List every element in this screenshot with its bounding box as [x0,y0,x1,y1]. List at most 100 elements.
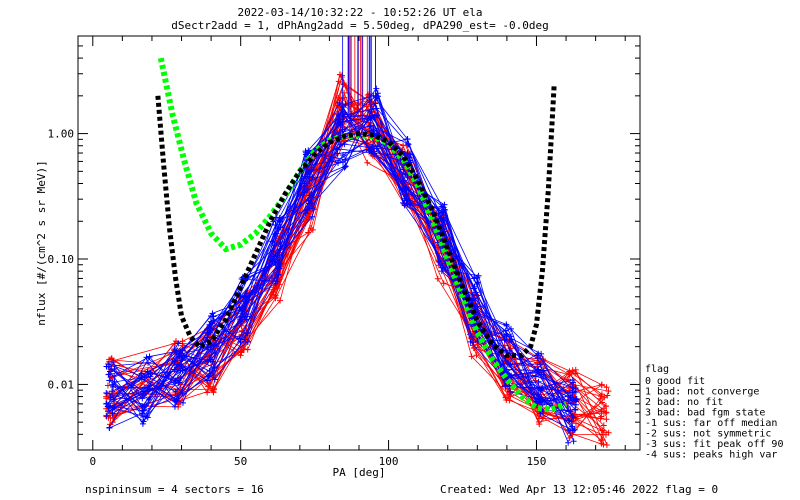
trace-marker [537,399,544,406]
trace-marker [171,403,178,410]
trace-marker [599,436,606,443]
chart-title: 2022-03-14/10:32:22 - 10:52:26 UT ela [237,6,482,19]
trace-marker [305,214,312,221]
trace-marker [175,340,182,347]
trace-marker [105,360,112,367]
trace-marker [174,367,181,374]
trace-marker [598,431,605,438]
chart-subtitle: dSectr2add = 1, dPhAng2add = 5.50deg, dP… [171,19,549,32]
trace-marker [341,94,348,101]
trace-marker [172,388,179,395]
trace-marker [173,398,180,405]
trace-marker [572,420,579,427]
trace-marker [535,378,542,385]
trace-marker [364,159,371,166]
y-tick-label: 1.00 [48,128,75,141]
trace-marker [244,346,251,353]
x-tick-label: 150 [527,455,547,468]
trace-marker [572,389,579,396]
legend-entry: 0 good fit [645,376,705,387]
trace-marker [205,330,212,337]
trace-marker [237,316,244,323]
trace-marker [236,335,243,342]
trace-marker [468,353,475,360]
trace-marker [104,403,111,410]
trace-marker [172,398,179,405]
trace-marker [540,371,547,378]
series-layer [103,36,612,448]
trace-marker [603,384,610,391]
trace-marker [239,310,246,317]
trace-marker [146,353,153,360]
trace-marker [336,99,343,106]
trace-marker [598,391,605,398]
legend-entry: 1 bad: not converge [645,387,759,398]
trace-marker [340,111,347,118]
trace-marker [605,429,612,436]
trace-marker [572,398,579,405]
trace-marker [337,71,344,78]
trace-marker [502,383,509,390]
trace-marker [139,420,146,427]
trace-marker [211,349,218,356]
trace-marker [111,379,118,386]
x-tick-label: 100 [379,455,399,468]
trace-marker [104,382,111,389]
trace-marker [106,424,113,431]
trace-marker [110,359,117,366]
trace-marker [532,373,539,380]
trace-marker [569,384,576,391]
trace-marker [404,136,411,143]
trace-marker [467,338,474,345]
trace-marker [273,285,280,292]
trace-marker [603,416,610,423]
trace-marker [506,397,513,404]
trace-marker [178,357,185,364]
trace-marker [506,388,513,395]
trace-marker [103,400,110,407]
trace-marker [241,336,248,343]
trace-marker [440,280,447,287]
trace-marker [109,388,116,395]
trace-marker [600,422,607,429]
trace-marker [605,388,612,395]
trace-marker [142,388,149,395]
trace-marker [340,152,347,159]
x-tick-label: 50 [234,455,247,468]
trace-marker [475,272,482,279]
trace-marker [566,368,573,375]
trace-marker [473,352,480,359]
trace-marker [441,201,448,208]
trace-marker [569,389,576,396]
trace-marker [141,374,148,381]
trace-line [107,112,606,414]
trace-marker [598,413,605,420]
y-tick-label: 0.10 [48,253,75,266]
trace-marker [209,310,216,317]
trace-marker [401,202,408,209]
legend-entry: -3 sus: fit peak off 90 [645,439,783,450]
trace-marker [210,342,217,349]
trace-marker [108,366,115,373]
trace-marker [276,215,283,222]
trace-marker [570,414,577,421]
trace-marker [598,440,605,447]
trace-marker [401,177,408,184]
trace-marker [307,225,314,232]
trace-marker [598,381,605,388]
trace-marker [210,388,217,395]
legend-entry: -2 sus: not symmetric [645,429,771,440]
trace-marker [106,377,113,384]
trace-marker [336,119,343,126]
trace-marker [145,371,152,378]
trace-marker [309,213,316,220]
trace-marker [569,423,576,430]
trace-marker [243,316,250,323]
trace-marker [537,361,544,368]
trace-marker [171,358,178,365]
footer-right: Created: Wed Apr 13 12:05:46 2022 flag =… [440,483,718,496]
trace-marker [369,143,376,150]
trace-marker [210,317,217,324]
trace-marker [141,407,148,414]
